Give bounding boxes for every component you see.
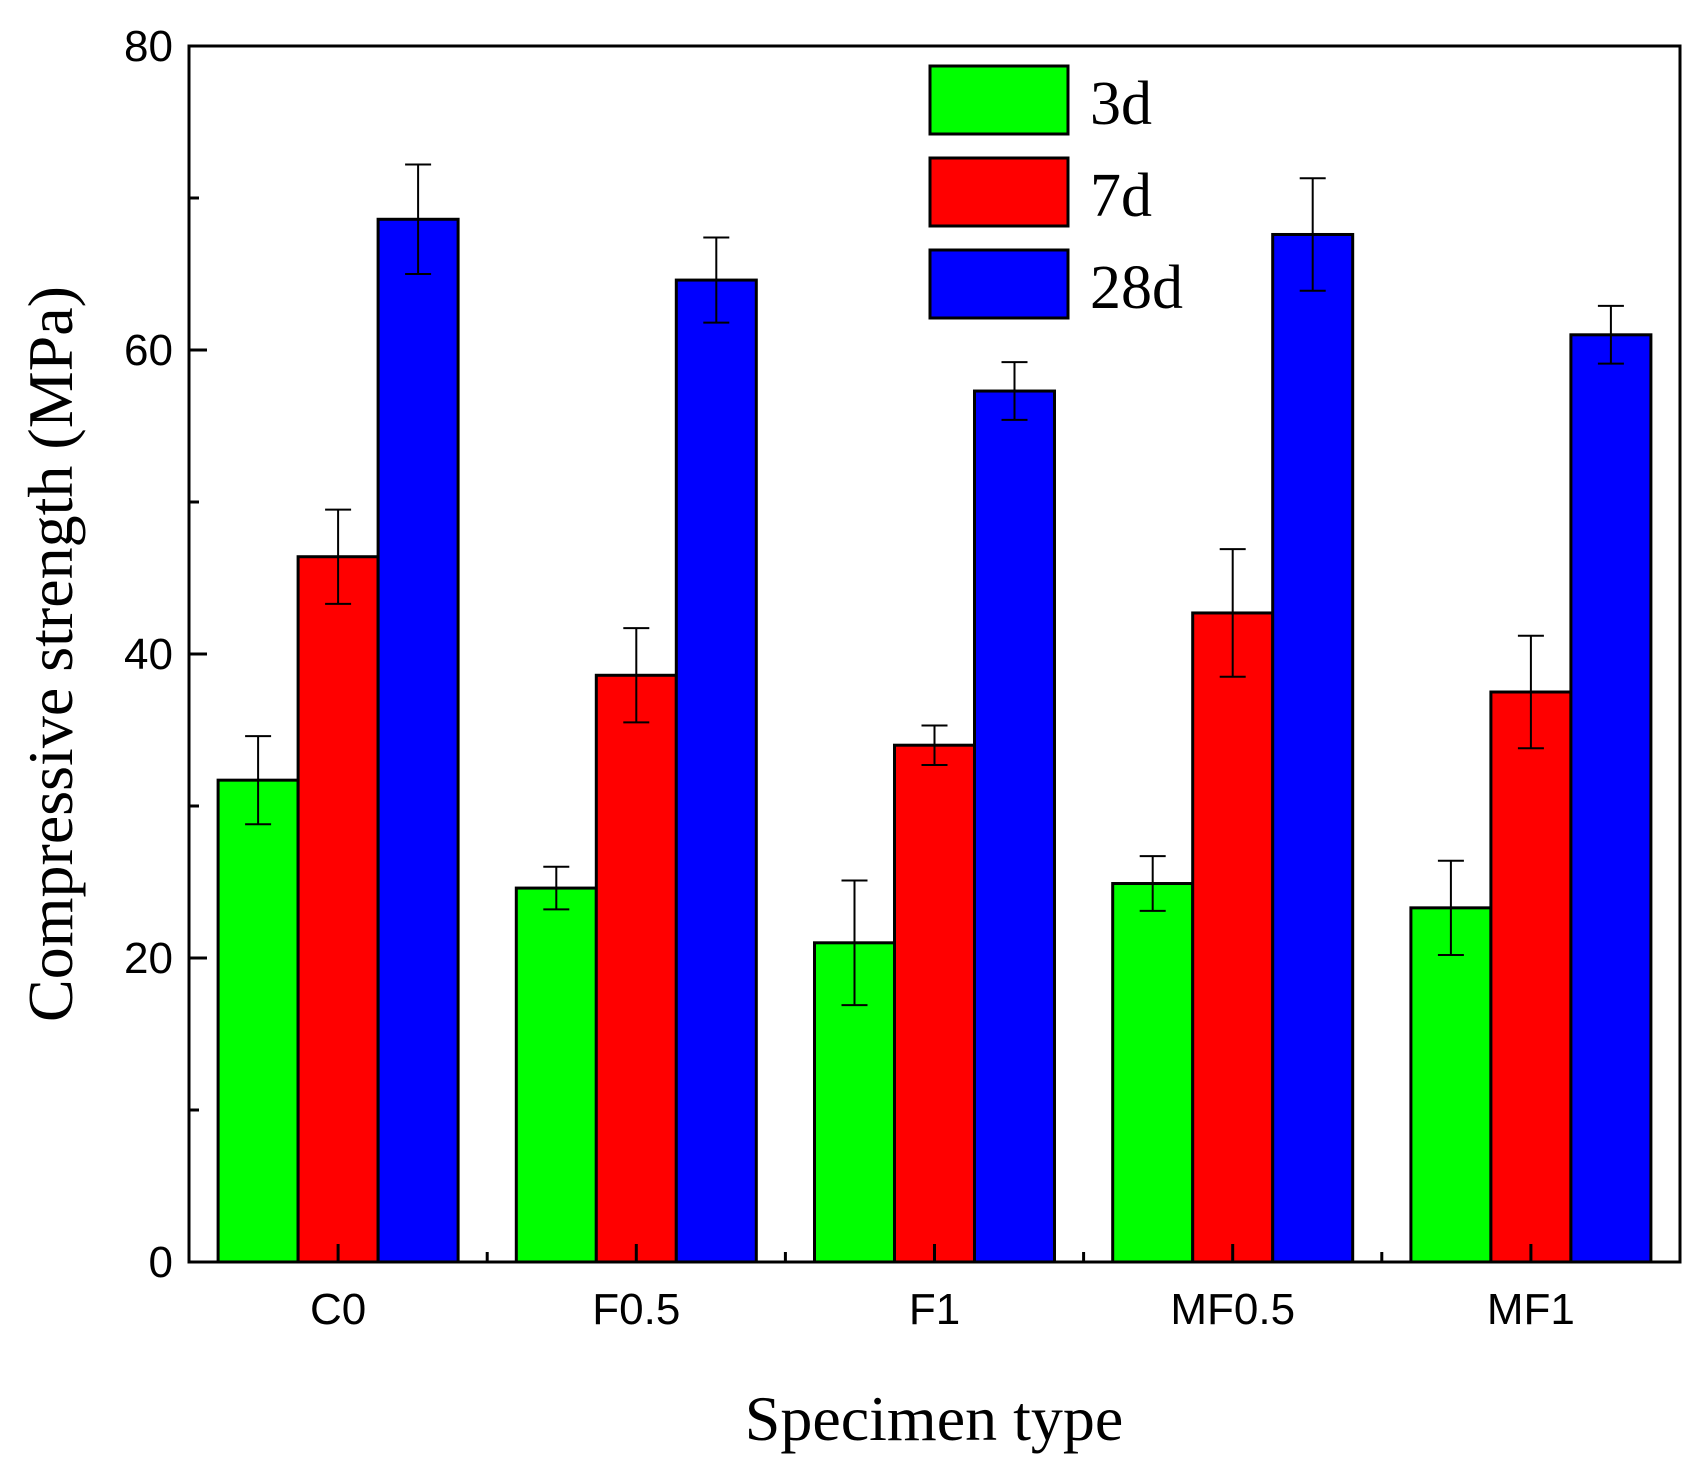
y-axis: 0 20 40 60 80: [124, 22, 207, 1287]
y-tick-label: 20: [124, 934, 173, 983]
y-tick-label: 40: [124, 630, 173, 679]
bar: [594, 673, 678, 1264]
error-bars-layer: [245, 163, 1624, 1007]
x-axis: C0 F0.5 F1 MF0.5 MF1: [310, 1244, 1575, 1334]
legend-swatch: [928, 64, 1070, 136]
x-tick-label: F0.5: [592, 1285, 680, 1334]
bar: [1489, 690, 1573, 1264]
legend-label: 3d: [1090, 70, 1152, 138]
bar: [1409, 906, 1493, 1264]
bar: [1271, 232, 1355, 1264]
bar: [1569, 333, 1653, 1264]
legend-label: 28d: [1090, 254, 1183, 322]
y-tick-label: 0: [149, 1238, 173, 1287]
y-tick-label: 80: [124, 22, 173, 71]
x-tick-label: MF1: [1487, 1285, 1575, 1334]
bar: [1111, 882, 1195, 1264]
bar: [376, 217, 460, 1264]
x-tick-label: C0: [310, 1285, 366, 1334]
bar: [1191, 611, 1275, 1264]
legend: 3d 7d 28d: [928, 64, 1183, 322]
y-tick-label: 60: [124, 326, 173, 375]
x-axis-title: Specimen type: [745, 1383, 1124, 1454]
bar: [674, 278, 758, 1264]
bar: [973, 389, 1056, 1264]
bar: [893, 743, 976, 1264]
y-axis-title: Compressive strength (MPa): [15, 286, 86, 1022]
x-tick-label: MF0.5: [1170, 1285, 1295, 1334]
bar: [296, 555, 380, 1264]
legend-swatch: [928, 156, 1070, 228]
legend-label: 7d: [1090, 162, 1152, 230]
legend-swatch: [928, 248, 1070, 320]
bar: [216, 778, 300, 1264]
bar: [514, 886, 598, 1264]
x-tick-label: F1: [909, 1285, 960, 1334]
